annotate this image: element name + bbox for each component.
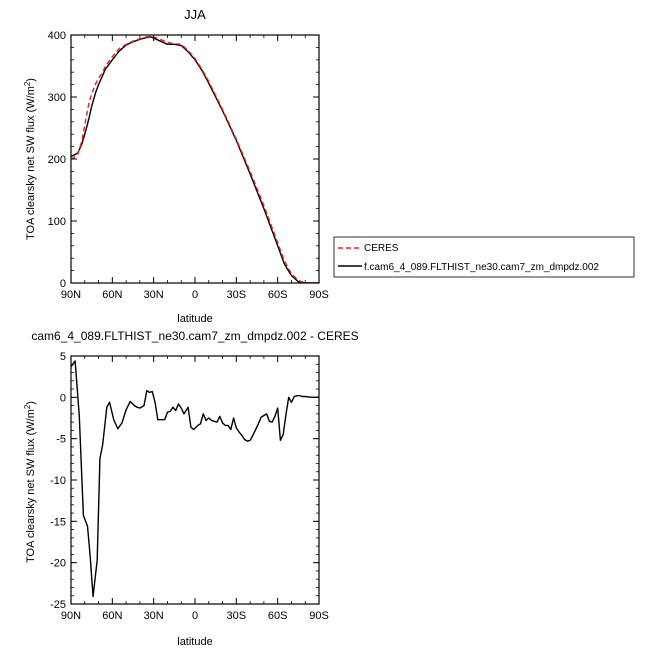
top-y-tick-label: 0 [60, 278, 66, 290]
bottom-y-tick-label: -15 [50, 516, 66, 528]
bottom-series-line-0 [71, 360, 319, 598]
bottom-x-tick-label: 0 [192, 610, 198, 622]
top-chart-title: JJA [184, 7, 206, 22]
bottom-x-axis-label: latitude [177, 636, 212, 648]
bottom-y-tick-label: -5 [56, 434, 66, 446]
top-x-tick-label: 60S [268, 289, 288, 301]
top-series-line-0 [71, 35, 319, 283]
top-y-tick-label: 200 [48, 154, 66, 166]
top-plot-area: 90N 60N 30N 0 30S 60S 90S 0 100 200 300 400 [48, 30, 329, 301]
bottom-x-tick-label: 90N [61, 610, 81, 622]
top-x-axis-label: latitude [177, 313, 212, 325]
legend-label-model: f.cam6_4_089.FLTHIST_ne30.cam7_zm_dmpdz.… [364, 262, 599, 273]
bottom-x-tick-label: 90S [309, 610, 329, 622]
top-x-tick-label: 30S [227, 289, 247, 301]
bottom-x-tick-label: 60N [102, 610, 122, 622]
legend-box [333, 236, 635, 278]
bottom-y-tick-label: 0 [60, 392, 66, 404]
bottom-y-tick-label: -10 [50, 475, 66, 487]
top-y-tick-label: 100 [48, 216, 66, 228]
top-y-tick-label: 300 [48, 92, 66, 104]
top-x-tick-label: 90S [309, 289, 329, 301]
top-chart-panel: JJA 90N 60N 30N 0 30S 60S 90S 0 100 200 300 400 lat… [23, 7, 329, 325]
top-y-axis-label: TOA clearsky net SW flux (W/m2) [23, 78, 38, 240]
bottom-y-axis-label: TOA clearsky net SW flux (W/m2) [23, 401, 38, 563]
bottom-chart-title: cam6_4_089.FLTHIST_ne30.cam7_zm_dmpdz.00… [31, 329, 358, 343]
top-series-line-1 [71, 36, 319, 283]
bottom-x-tick-label: 30S [227, 610, 247, 622]
bottom-x-tick-label: 30N [144, 610, 164, 622]
legend: CERES f.cam6_4_089.FLTHIST_ne30.cam7_zm_… [333, 236, 635, 278]
bottom-x-tick-label: 60S [268, 610, 288, 622]
top-plot-frame [70, 34, 320, 284]
bottom-plot-frame [70, 355, 320, 605]
top-x-tick-label: 30N [144, 289, 164, 301]
top-x-tick-label: 90N [61, 289, 81, 301]
bottom-chart-panel: cam6_4_089.FLTHIST_ne30.cam7_zm_dmpdz.00… [23, 329, 359, 648]
bottom-y-tick-label: 5 [60, 351, 66, 363]
bottom-y-tick-label: -20 [50, 558, 66, 570]
bottom-y-tick-label: -25 [50, 599, 66, 611]
top-x-tick-label: 60N [102, 289, 122, 301]
legend-label-ceres: CERES [364, 243, 399, 254]
top-x-tick-label: 0 [192, 289, 198, 301]
top-y-tick-label: 400 [48, 30, 66, 42]
bottom-plot-area: 90N 60N 30N 0 30S 60S 90S 5 0 -5 -10 -15 -20 -25 [50, 351, 329, 622]
